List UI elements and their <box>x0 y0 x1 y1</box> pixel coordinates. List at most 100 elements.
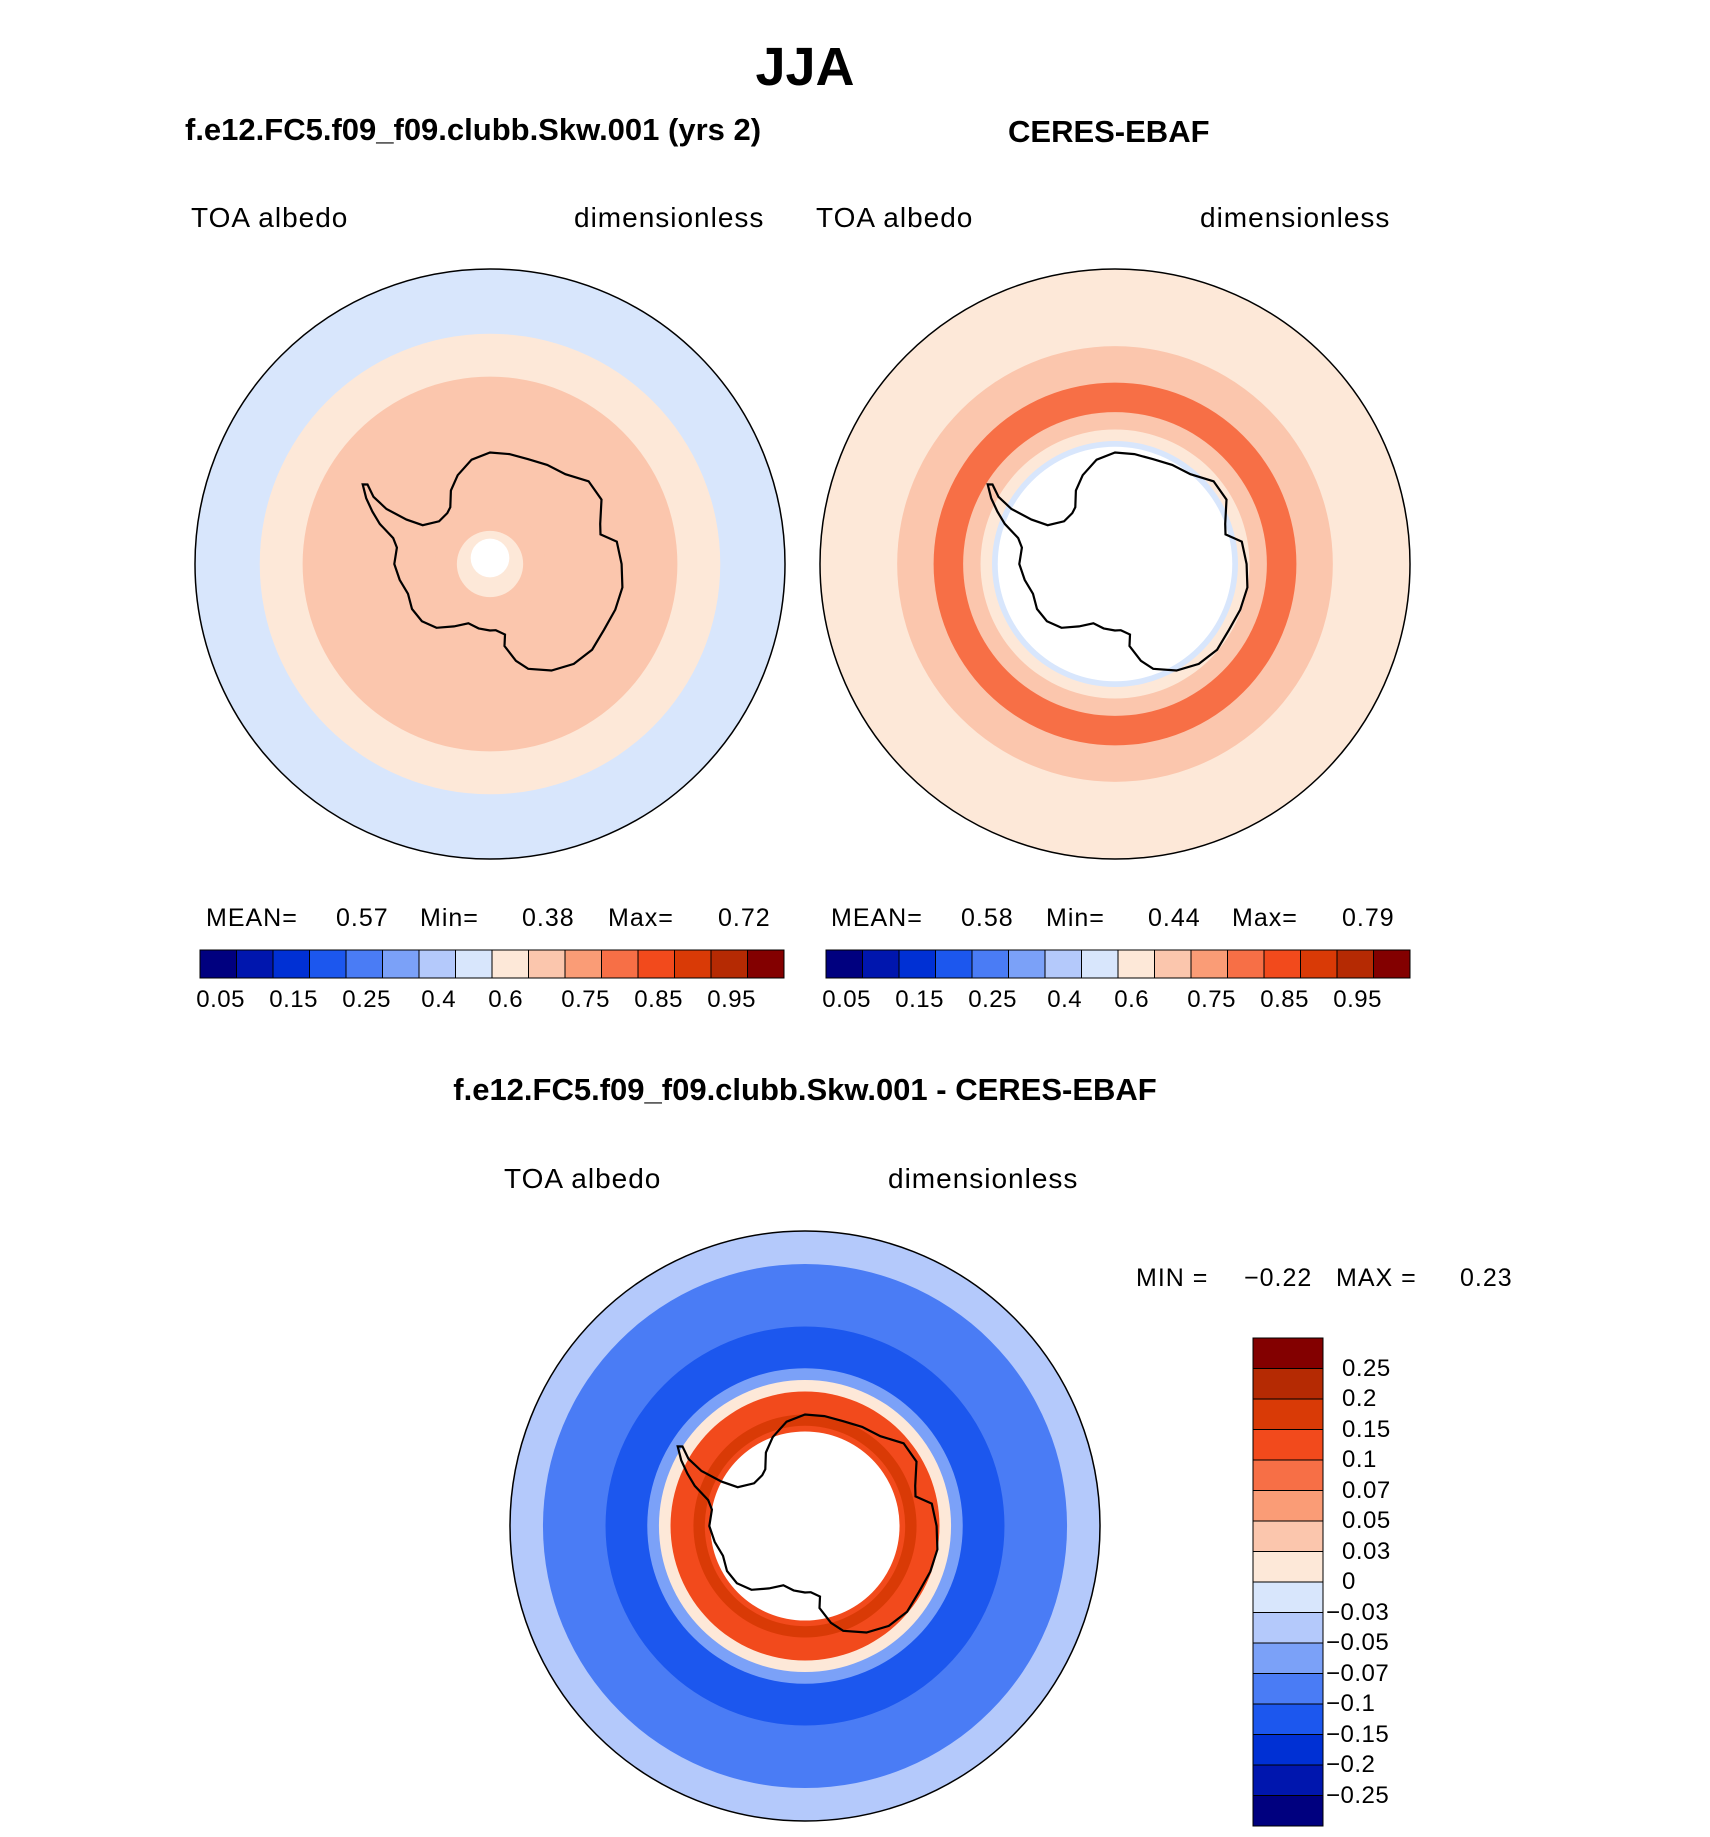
colorbar-swatch <box>747 949 785 979</box>
colorbar-tick-label: 0.25 <box>968 986 1017 1013</box>
colorbar-tick-label: 0.25 <box>342 986 391 1013</box>
colorbar-swatch <box>1252 1581 1324 1613</box>
colorbar-tick-label: 0 <box>1342 1568 1356 1595</box>
colorbar-tick-label: 0.07 <box>1342 1476 1391 1504</box>
panel-2-min-label: Min= <box>1046 904 1105 932</box>
colorbar-swatch <box>1117 949 1155 979</box>
panel-3-max-label: MAX = <box>1336 1264 1417 1292</box>
panel-2-mean-value: 0.58 <box>961 904 1014 932</box>
colorbar-tick-label: −0.25 <box>1326 1781 1390 1809</box>
colorbar-swatch <box>1252 1673 1324 1705</box>
panel-1-units: dimensionless <box>574 202 765 233</box>
panel-1-max-value: 0.72 <box>718 904 771 932</box>
colorbar-swatch <box>345 949 383 979</box>
panel-3-map <box>509 1230 1101 1822</box>
colorbar-tick-label: 0.05 <box>1342 1507 1391 1534</box>
colorbar-swatch <box>637 949 675 979</box>
colorbar-swatch <box>1044 949 1082 979</box>
colorbar-tick-label: 0.2 <box>1342 1385 1377 1412</box>
colorbar-tick-label: −0.05 <box>1326 1629 1390 1656</box>
colorbar-swatch <box>1252 1368 1324 1400</box>
colorbar-swatch <box>710 949 748 979</box>
colorbar-tick-label: −0.07 <box>1326 1659 1390 1687</box>
colorbar-tick-label: 0.4 <box>421 986 457 1013</box>
figure-title: JJA <box>755 37 855 97</box>
colorbar-tick-label: 0.05 <box>822 986 871 1013</box>
panel-2-colorbar <box>825 949 1411 979</box>
colorbar-tick-label: −0.1 <box>1326 1690 1376 1717</box>
panel-2-max-label: Max= <box>1232 904 1298 932</box>
panel-2-units: dimensionless <box>1200 202 1391 233</box>
colorbar-swatch <box>1300 949 1338 979</box>
panel-3-min-value: −0.22 <box>1244 1264 1313 1292</box>
colorbar-tick-label: 0.85 <box>634 986 683 1013</box>
colorbar-swatch <box>1081 949 1119 979</box>
colorbar-swatch <box>1252 1734 1324 1766</box>
colorbar-tick-label: −0.15 <box>1326 1720 1390 1748</box>
map-border <box>509 1230 1101 1822</box>
colorbar-swatch <box>1373 949 1411 979</box>
panel-1-title: f.e12.FC5.f09_f09.clubb.Skw.001 (yrs 2) <box>185 112 762 147</box>
panel-1-max-label: Max= <box>608 904 674 932</box>
colorbar-tick-label: 0.6 <box>488 986 524 1013</box>
map-field <box>195 269 785 859</box>
panel-2-title: CERES-EBAF <box>1008 114 1210 149</box>
colorbar-tick-label: −0.2 <box>1326 1751 1376 1778</box>
panel-2-max-value: 0.79 <box>1342 904 1395 932</box>
colorbar-swatch <box>1252 1490 1324 1522</box>
colorbar-swatch <box>674 949 712 979</box>
colorbar-swatch <box>1252 1795 1324 1827</box>
colorbar-swatch <box>862 949 900 979</box>
panel-2-map <box>819 268 1411 860</box>
colorbar-swatch <box>1252 1398 1324 1430</box>
colorbar-swatch <box>1227 949 1265 979</box>
colorbar-swatch <box>1252 1703 1324 1735</box>
colorbar-tick-label: 0.25 <box>1342 1354 1391 1382</box>
panel-1-min-label: Min= <box>420 904 479 932</box>
panel-3-variable: TOA albedo <box>504 1163 662 1194</box>
panel-1-colorbar <box>199 949 785 979</box>
panel-1-min-value: 0.38 <box>522 904 575 932</box>
panel-3-units: dimensionless <box>888 1163 1079 1194</box>
colorbar-swatch <box>1252 1520 1324 1552</box>
colorbar-tick-label: 0.15 <box>895 986 944 1013</box>
colorbar-swatch <box>1008 949 1046 979</box>
map-field <box>820 269 1410 859</box>
colorbar-swatch <box>491 949 529 979</box>
coastline <box>361 451 624 672</box>
colorbar-swatch <box>825 949 863 979</box>
panel-1-mean-label: MEAN= <box>206 904 298 932</box>
colorbar-swatch <box>1252 1764 1324 1796</box>
colorbar-swatch <box>199 949 237 979</box>
colorbar-swatch <box>1252 1612 1324 1644</box>
colorbar-swatch <box>1252 1337 1324 1369</box>
panel-2-variable: TOA albedo <box>816 202 974 233</box>
panel-2-min-value: 0.44 <box>1148 904 1201 932</box>
colorbar-swatch <box>898 949 936 979</box>
colorbar-swatch <box>418 949 456 979</box>
panel-3-min-label: MIN = <box>1136 1264 1209 1292</box>
panel-3-title: f.e12.FC5.f09_f09.clubb.Skw.001 - CERES-… <box>453 1072 1157 1107</box>
colorbar-tick-label: 0.95 <box>1333 986 1382 1013</box>
colorbar-tick-label: 0.15 <box>269 986 318 1013</box>
colorbar-swatch <box>1252 1459 1324 1491</box>
colorbar-swatch <box>1154 949 1192 979</box>
colorbar-tick-label: −0.03 <box>1326 1598 1390 1626</box>
map-field <box>510 1231 1100 1821</box>
colorbar-tick-label: 0.6 <box>1114 986 1150 1013</box>
colorbar-tick-label: 0.85 <box>1260 986 1309 1013</box>
colorbar-tick-label: 0.03 <box>1342 1537 1391 1565</box>
colorbar-tick-label: 0.1 <box>1342 1446 1377 1473</box>
colorbar-swatch <box>272 949 310 979</box>
map-border <box>194 268 786 860</box>
colorbar-tick-label: 0.75 <box>561 986 610 1013</box>
colorbar-swatch <box>1252 1642 1324 1674</box>
colorbar-swatch <box>935 949 973 979</box>
panel-3-colorbar <box>1252 1337 1324 1827</box>
panel-1-variable: TOA albedo <box>191 202 349 233</box>
colorbar-swatch <box>1263 949 1301 979</box>
colorbar-swatch <box>971 949 1009 979</box>
colorbar-swatch <box>564 949 602 979</box>
colorbar-swatch <box>1252 1429 1324 1461</box>
colorbar-tick-label: 0.95 <box>707 986 756 1013</box>
